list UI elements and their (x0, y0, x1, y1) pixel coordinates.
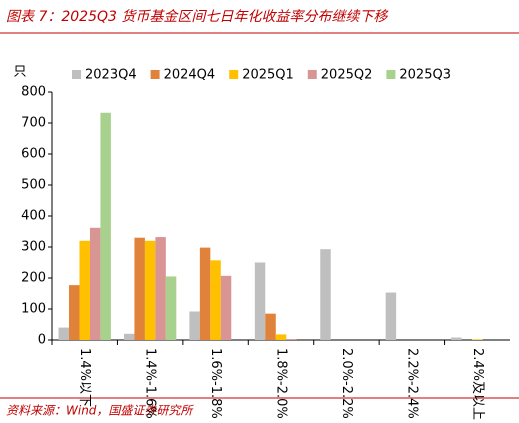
bar (275, 334, 287, 340)
bar (210, 260, 221, 340)
bar (472, 339, 483, 340)
source: 资料来源：Wind，国盛证券研究所 (6, 404, 194, 418)
y-tick-label: 700 (21, 116, 46, 131)
legend-swatch (307, 70, 317, 79)
legend-label: 2025Q3 (399, 68, 451, 83)
chart-title: 图表 7：2025Q3 货币基金区间七日年化收益率分布继续下移 (6, 9, 389, 25)
y-tick-label: 300 (21, 240, 46, 255)
bar (254, 262, 266, 340)
legend-swatch (386, 70, 396, 79)
bar (165, 276, 177, 340)
x-tick-label: 1.4%以下 (77, 348, 92, 407)
bar (144, 240, 156, 340)
bar (385, 292, 397, 340)
legend-label: 2025Q2 (321, 68, 373, 83)
x-tick-label: 2.0%-2.2% (339, 348, 354, 419)
legend-label: 2024Q4 (164, 68, 216, 83)
bar (220, 275, 232, 340)
y-tick-label: 500 (21, 178, 46, 193)
bar (123, 333, 135, 340)
x-tick-label: 2.2%-2.4% (404, 348, 419, 419)
bar (134, 237, 145, 340)
y-tick-label: 0 (38, 333, 46, 348)
y-axis-label: 只 (13, 65, 26, 80)
bar (286, 339, 297, 340)
x-tick-label: 1.8%-2.0% (274, 348, 289, 419)
y-tick-label: 600 (21, 147, 46, 162)
legend-label: 2025Q1 (242, 68, 294, 83)
bar (265, 313, 276, 340)
y-tick-label: 800 (21, 85, 46, 100)
legend-swatch (229, 70, 239, 79)
legend-swatch (150, 70, 160, 79)
bar (155, 237, 166, 340)
bar (100, 112, 111, 341)
bar (89, 227, 101, 340)
y-tick-label: 100 (21, 302, 46, 317)
y-tick-label: 200 (21, 271, 46, 286)
bar (69, 285, 80, 340)
bar (199, 247, 211, 340)
legend-label: 2023Q4 (85, 68, 137, 83)
bar (58, 327, 70, 340)
bar (451, 337, 462, 340)
bar (189, 311, 200, 340)
legend-swatch (72, 70, 81, 79)
bar (79, 240, 90, 340)
x-tick-label: 2.4%及以上 (470, 348, 485, 420)
bar (320, 249, 331, 340)
y-tick-label: 400 (21, 209, 46, 224)
x-tick-label: 1.4%-1.6% (143, 348, 158, 419)
x-tick-label: 1.6%-1.8% (208, 348, 223, 419)
